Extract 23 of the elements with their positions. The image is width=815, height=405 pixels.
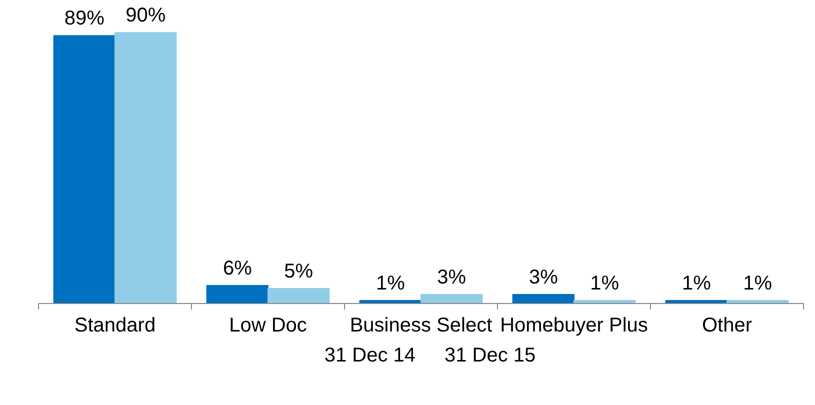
data-label: 6% [222, 257, 252, 280]
x-tick-label: Business Select [350, 314, 493, 336]
data-label: 89% [64, 8, 105, 30]
x-tick-label: Low Doc [229, 314, 307, 336]
text: 31 Dec 15 [444, 344, 536, 368]
bar [206, 284, 268, 304]
x-tick-label: Standard [74, 314, 156, 336]
bar [114, 32, 177, 304]
x-tick-label: Other [702, 314, 752, 336]
bar [53, 35, 116, 304]
data-label: 5% [284, 260, 314, 282]
text: 31 Dec 14 [324, 344, 416, 368]
data-label: 1% [682, 272, 712, 294]
data-label: 1% [590, 272, 620, 294]
data-label: 1% [743, 272, 772, 294]
bar [512, 294, 574, 304]
data-label: 3% [437, 266, 466, 288]
x-tick-label: Homebuyer Plus [500, 314, 648, 336]
data-label: 3% [528, 266, 558, 288]
data-label: 1% [376, 272, 406, 294]
data-label: 90% [126, 4, 166, 27]
bar [268, 288, 330, 304]
bar [420, 294, 483, 304]
